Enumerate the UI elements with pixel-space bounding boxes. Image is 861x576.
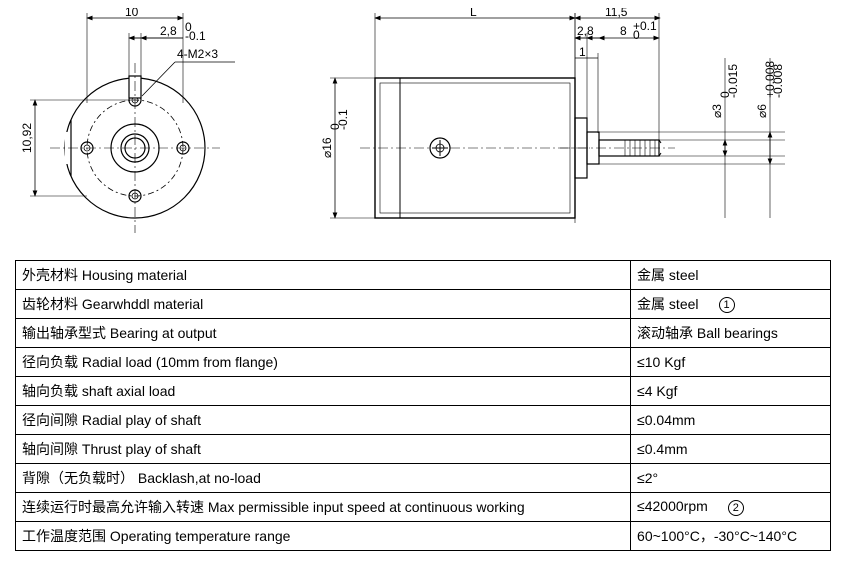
table-row: 外壳材料 Housing material金属 steel	[16, 261, 831, 290]
spec-label: 轴向间隙 Thrust play of shaft	[16, 435, 631, 464]
table-row: 连续运行时最高允许输入转速 Max permissible input spee…	[16, 493, 831, 522]
table-row: 轴向间隙 Thrust play of shaft≤0.4mm	[16, 435, 831, 464]
spec-table: 外壳材料 Housing material金属 steel齿轮材料 Gearwh…	[15, 260, 831, 551]
note-marker: 1	[719, 297, 735, 313]
dim-10: 10	[125, 8, 139, 19]
table-row: 背隙（无负载时） Backlash,at no-load≤2°	[16, 464, 831, 493]
spec-label: 径向负载 Radial load (10mm from flange)	[16, 348, 631, 377]
spec-label: 背隙（无负载时） Backlash,at no-load	[16, 464, 631, 493]
note-marker: 2	[728, 500, 744, 516]
svg-text:-0.015: -0.015	[726, 64, 740, 98]
dim-8: 8	[620, 24, 627, 38]
spec-value: 金属 steel1	[631, 290, 831, 319]
dim-6: ⌀6	[755, 104, 769, 118]
dim-2-8b: 2,8	[577, 24, 594, 38]
spec-label: 径向间隙 Radial play of shaft	[16, 406, 631, 435]
side-view	[360, 78, 590, 218]
table-row: 输出轴承型式 Bearing at output滚动轴承 Ball bearin…	[16, 319, 831, 348]
spec-value: ≤10 Kgf	[631, 348, 831, 377]
dim-3: ⌀3	[710, 104, 724, 118]
dim-1: 1	[579, 45, 586, 59]
dim-holes: 4-M2×3	[177, 47, 218, 61]
dim-10-92: 10,92	[20, 123, 34, 153]
table-row: 齿轮材料 Gearwhddl material金属 steel1	[16, 290, 831, 319]
spec-label: 外壳材料 Housing material	[16, 261, 631, 290]
spec-value: ≤4 Kgf	[631, 377, 831, 406]
spec-value: ≤0.04mm	[631, 406, 831, 435]
spec-label: 连续运行时最高允许输入转速 Max permissible input spee…	[16, 493, 631, 522]
table-row: 径向负载 Radial load (10mm from flange)≤10 K…	[16, 348, 831, 377]
svg-text:0: 0	[633, 28, 640, 42]
front-view	[50, 63, 220, 233]
table-row: 工作温度范围 Operating temperature range60~100…	[16, 522, 831, 551]
dim-L: L	[470, 8, 477, 19]
spec-label: 输出轴承型式 Bearing at output	[16, 319, 631, 348]
dim-16: ⌀16	[320, 137, 334, 158]
spec-value: 金属 steel	[631, 261, 831, 290]
engineering-drawing: 10 2,8 0 -0.1 4-M2×3 10,92 L ⌀16 0 -0.1	[15, 8, 845, 253]
dim-11-5: 11,5	[605, 8, 628, 19]
table-row: 径向间隙 Radial play of shaft≤0.04mm	[16, 406, 831, 435]
spec-value: ≤0.4mm	[631, 435, 831, 464]
svg-text:-0.1: -0.1	[185, 29, 206, 43]
shaft-end	[560, 13, 675, 223]
spec-value: ≤42000rpm2	[631, 493, 831, 522]
spec-value: 滚动轴承 Ball bearings	[631, 319, 831, 348]
spec-value: ≤2°	[631, 464, 831, 493]
spec-label: 齿轮材料 Gearwhddl material	[16, 290, 631, 319]
spec-value: 60~100°C，-30°C~140°C	[631, 522, 831, 551]
svg-text:-0.1: -0.1	[336, 109, 350, 130]
svg-text:-0.008: -0.008	[771, 64, 785, 98]
dim-2-8: 2,8	[160, 24, 177, 38]
table-row: 轴向负载 shaft axial load≤4 Kgf	[16, 377, 831, 406]
spec-label: 工作温度范围 Operating temperature range	[16, 522, 631, 551]
spec-label: 轴向负载 shaft axial load	[16, 377, 631, 406]
